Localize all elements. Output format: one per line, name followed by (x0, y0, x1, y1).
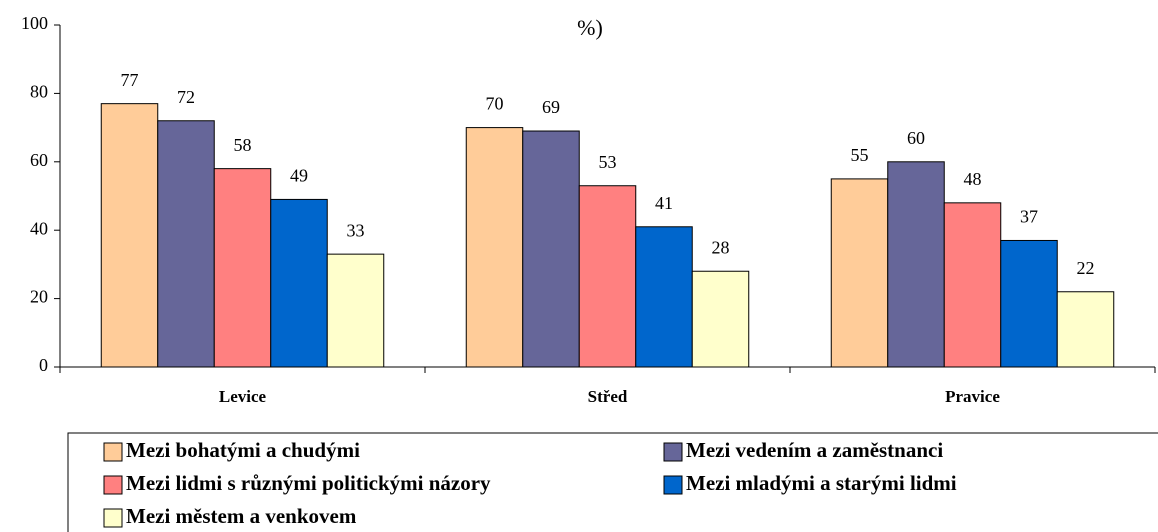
legend-swatch (103, 442, 123, 462)
data-label: 37 (1020, 207, 1038, 227)
bar (1056, 291, 1115, 368)
data-label: 70 (486, 94, 504, 114)
bar (578, 185, 637, 368)
x-tick-label: Levice (219, 387, 267, 406)
data-label: 41 (655, 193, 673, 213)
bar (157, 120, 215, 368)
data-label: 60 (907, 128, 925, 148)
legend-label: Mezi městem a venkovem (126, 504, 357, 528)
y-tick-label: 80 (30, 82, 48, 102)
legend-label: Mezi bohatými a chudými (126, 438, 360, 462)
y-tick-label: 60 (30, 150, 48, 170)
bar (465, 127, 524, 368)
legend-swatch (103, 508, 123, 528)
data-label: 22 (1077, 258, 1095, 278)
y-tick-label: 100 (21, 13, 48, 33)
bar (830, 178, 889, 368)
bar (326, 253, 385, 368)
bar (100, 103, 159, 368)
data-label: 69 (542, 97, 560, 117)
bar (943, 202, 1002, 368)
data-label: 72 (177, 87, 195, 107)
legend-swatch (663, 475, 683, 495)
data-label: 28 (712, 237, 730, 257)
bar (1000, 239, 1058, 368)
bar (270, 198, 328, 368)
bar (213, 168, 272, 368)
legend-label: Mezi mladými a starými lidmi (686, 471, 957, 495)
data-label: 33 (347, 220, 365, 240)
y-tick-label: 20 (30, 287, 48, 307)
data-label: 58 (234, 135, 252, 155)
data-label: 77 (121, 70, 139, 90)
data-label: 53 (599, 152, 617, 172)
bar (691, 270, 750, 368)
legend-label: Mezi lidmi s různými politickými názory (126, 471, 491, 495)
data-label: 49 (290, 166, 308, 186)
data-label: 48 (964, 169, 982, 189)
data-label: 55 (851, 145, 869, 165)
y-tick-label: 0 (39, 355, 48, 375)
legend-swatch (663, 442, 683, 462)
y-tick-label: 40 (30, 218, 48, 238)
legend-label: Mezi vedením a zaměstnanci (686, 438, 943, 462)
legend-box (67, 432, 1158, 532)
bar (522, 130, 580, 368)
chart-title: %) (577, 15, 603, 40)
x-tick-label: Střed (588, 387, 628, 406)
bar (887, 161, 945, 368)
bar (635, 226, 693, 368)
legend-swatch (103, 475, 123, 495)
x-tick-label: Pravice (945, 387, 1000, 406)
